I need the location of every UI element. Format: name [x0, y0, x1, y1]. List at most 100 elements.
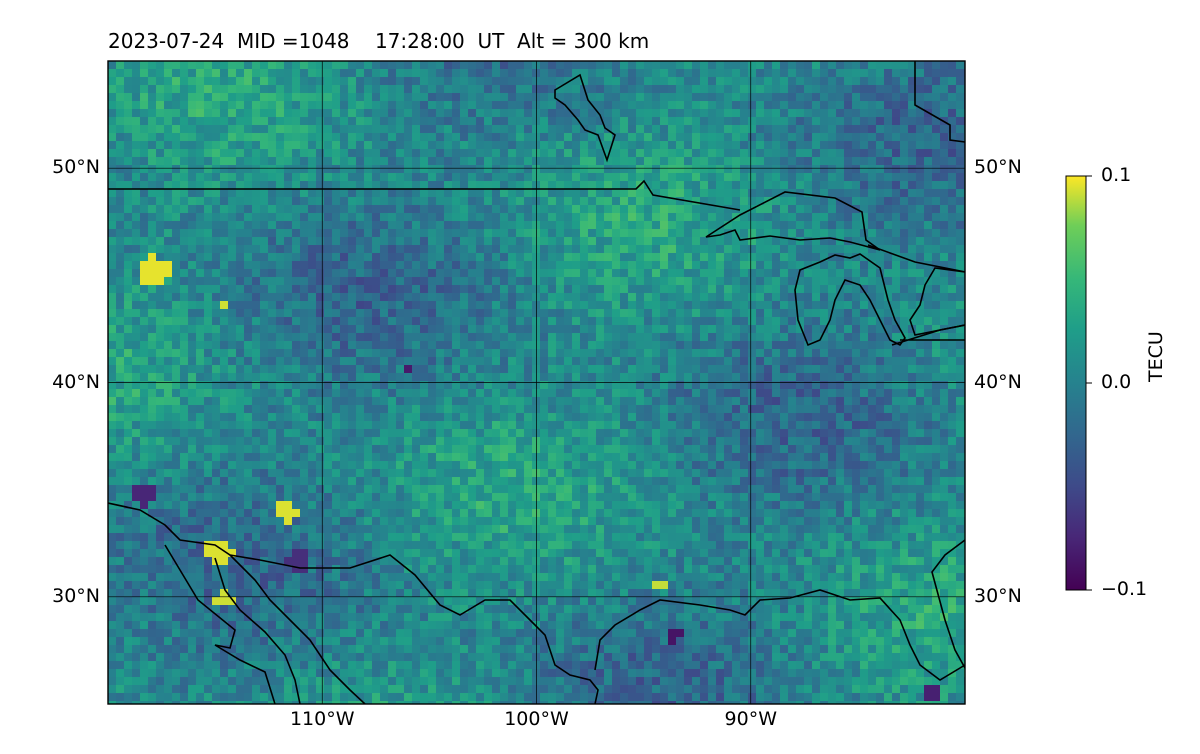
- tec-cell: [524, 173, 532, 181]
- tec-cell: [292, 205, 300, 213]
- tec-cell: [572, 325, 580, 333]
- tec-cell: [140, 205, 148, 213]
- tec-cell: [444, 237, 452, 245]
- tec-cell: [820, 221, 828, 229]
- tec-cell: [924, 317, 932, 325]
- tec-cell: [836, 325, 844, 333]
- tec-cell: [740, 61, 748, 69]
- tec-cell: [452, 189, 460, 197]
- tec-cell: [108, 221, 116, 229]
- tec-cell: [596, 325, 604, 333]
- tec-cell: [340, 149, 348, 157]
- tec-cell: [580, 141, 588, 149]
- tec-cell: [124, 173, 132, 181]
- tec-cell: [348, 413, 356, 421]
- tec-cell: [252, 93, 260, 101]
- tec-cell: [644, 69, 652, 77]
- tec-cell: [708, 405, 716, 413]
- tec-cell: [836, 157, 844, 165]
- tec-cell: [748, 61, 756, 69]
- tec-cell: [540, 173, 548, 181]
- tec-cell: [588, 405, 596, 413]
- tec-cell: [756, 389, 764, 397]
- tec-cell: [876, 325, 884, 333]
- tec-cell: [236, 173, 244, 181]
- tec-cell: [572, 221, 580, 229]
- tec-cell: [500, 189, 508, 197]
- tec-cell: [156, 413, 164, 421]
- tec-cell: [124, 429, 132, 437]
- tec-cell: [348, 357, 356, 365]
- tec-cell: [636, 365, 644, 373]
- tec-cell: [732, 333, 740, 341]
- tec-cell: [316, 109, 324, 117]
- tec-cell: [276, 133, 284, 141]
- tec-cell: [468, 277, 476, 285]
- tec-cell: [260, 333, 268, 341]
- tec-cell: [276, 125, 284, 133]
- tec-cell: [124, 221, 132, 229]
- tec-cell: [404, 245, 412, 253]
- tec-cell: [868, 325, 876, 333]
- tec-cell: [380, 309, 388, 317]
- tec-cell: [724, 85, 732, 93]
- tec-cell: [340, 205, 348, 213]
- tec-cell: [404, 189, 412, 197]
- tec-cell: [716, 245, 724, 253]
- tec-cell: [924, 117, 932, 125]
- tec-cell: [796, 293, 804, 301]
- tec-cell: [300, 333, 308, 341]
- tec-cell: [228, 341, 236, 349]
- tec-cell: [268, 309, 276, 317]
- tec-cell: [700, 397, 708, 405]
- tec-cell: [948, 349, 956, 357]
- tec-cell: [556, 189, 564, 197]
- tec-cell: [732, 413, 740, 421]
- tec-cell: [196, 285, 204, 293]
- tec-cell: [204, 261, 212, 269]
- tec-cell: [260, 181, 268, 189]
- tec-cell: [572, 157, 580, 165]
- tec-cell: [548, 141, 556, 149]
- tec-cell: [660, 101, 668, 109]
- tec-cell: [556, 141, 564, 149]
- tec-cell: [908, 117, 916, 125]
- tec-cell: [692, 93, 700, 101]
- tec-cell: [292, 61, 300, 69]
- tec-cell: [628, 117, 636, 125]
- tec-cell: [316, 221, 324, 229]
- tec-cell: [820, 349, 828, 357]
- tec-cell: [412, 285, 420, 293]
- tec-cell: [300, 205, 308, 213]
- tec-cell: [852, 77, 860, 85]
- tec-cell: [260, 429, 268, 437]
- tec-cell: [748, 157, 756, 165]
- tec-cell: [676, 125, 684, 133]
- tec-cell: [580, 237, 588, 245]
- tec-cell: [212, 93, 220, 101]
- tec-cell: [492, 61, 500, 69]
- tec-cell: [892, 357, 900, 365]
- tec-cell: [668, 413, 676, 421]
- tec-cell: [548, 333, 556, 341]
- tec-cell: [636, 317, 644, 325]
- tec-cell: [940, 189, 948, 197]
- tec-cell: [444, 269, 452, 277]
- tec-cell: [900, 125, 908, 133]
- tec-cell: [612, 293, 620, 301]
- tec-cell: [452, 293, 460, 301]
- tec-cell: [220, 125, 228, 133]
- tec-cell: [180, 341, 188, 349]
- tec-cell: [564, 325, 572, 333]
- tec-cell: [764, 301, 772, 309]
- tec-cell: [916, 165, 924, 173]
- tec-cell: [556, 205, 564, 213]
- tec-cell: [844, 261, 852, 269]
- tec-cell: [756, 373, 764, 381]
- tec-cell: [148, 181, 156, 189]
- tec-cell: [156, 85, 164, 93]
- tec-cell: [828, 229, 836, 237]
- tec-cell: [828, 109, 836, 117]
- tec-cell: [396, 189, 404, 197]
- tec-cell: [908, 381, 916, 389]
